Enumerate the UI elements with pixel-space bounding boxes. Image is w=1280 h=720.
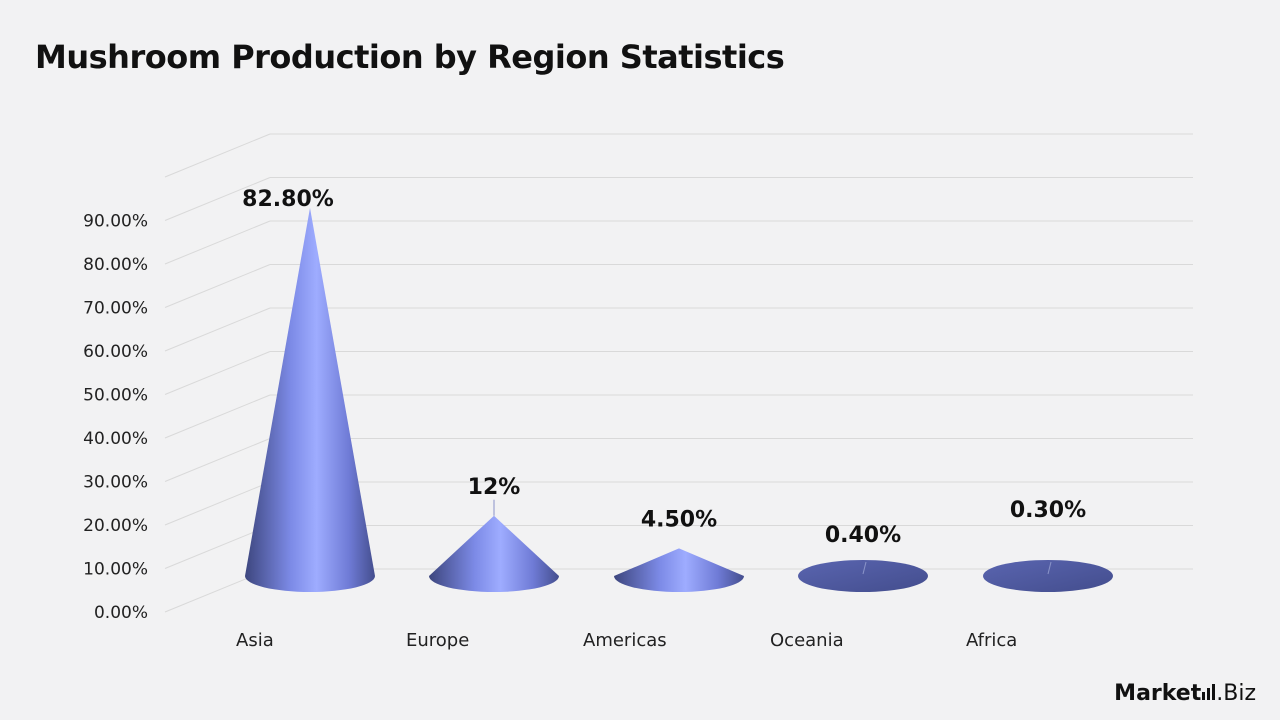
data-label: 12% [468, 475, 521, 500]
cone-apex-tick [862, 561, 867, 575]
gridline-diagonal [164, 307, 271, 352]
cone-mark [245, 207, 375, 592]
x-tick-label: Asia [236, 630, 274, 651]
cone-mark [614, 548, 744, 592]
data-label: 0.40% [825, 523, 901, 548]
y-tick-label: 20.00% [83, 516, 148, 536]
brand-logo-part2: .Biz [1216, 681, 1256, 706]
gridline-diagonal [164, 438, 271, 482]
gridline-diagonal [164, 220, 271, 265]
cone-mark [798, 560, 928, 592]
data-label: 4.50% [641, 507, 717, 532]
x-tick-label: Europe [406, 630, 469, 651]
y-tick-label: 90.00% [83, 212, 148, 232]
y-tick-label: 50.00% [83, 386, 148, 406]
cone-apex-tick [1047, 561, 1052, 575]
gridline-diagonal [164, 394, 271, 439]
cone-mark [983, 560, 1113, 592]
y-tick-label: 60.00% [83, 342, 148, 362]
y-tick-label: 70.00% [83, 299, 148, 319]
x-tick-label: Americas [583, 630, 667, 651]
chart-title: Mushroom Production by Region Statistics [35, 38, 785, 76]
brand-logo: Market .Biz [1114, 681, 1256, 706]
y-tick-label: 40.00% [83, 429, 148, 449]
gridline-diagonal [164, 525, 271, 569]
y-tick-label: 0.00% [94, 603, 148, 623]
gridline-diagonal [164, 481, 271, 526]
x-tick-label: Oceania [770, 630, 844, 651]
cone-mark [429, 515, 559, 592]
x-tick-label: Africa [966, 630, 1017, 651]
y-tick-label: 80.00% [83, 255, 148, 275]
gridline-diagonal [164, 264, 271, 308]
gridline-diagonal [164, 133, 271, 178]
y-tick-label: 10.00% [83, 560, 148, 580]
gridline-diagonal [164, 351, 271, 395]
brand-logo-part1: Market [1114, 681, 1202, 706]
bar-chart-icon [1202, 684, 1216, 700]
data-label: 0.30% [1010, 498, 1086, 523]
data-label: 82.80% [242, 187, 334, 212]
y-tick-label: 30.00% [83, 473, 148, 493]
gridline-diagonal [164, 177, 271, 221]
